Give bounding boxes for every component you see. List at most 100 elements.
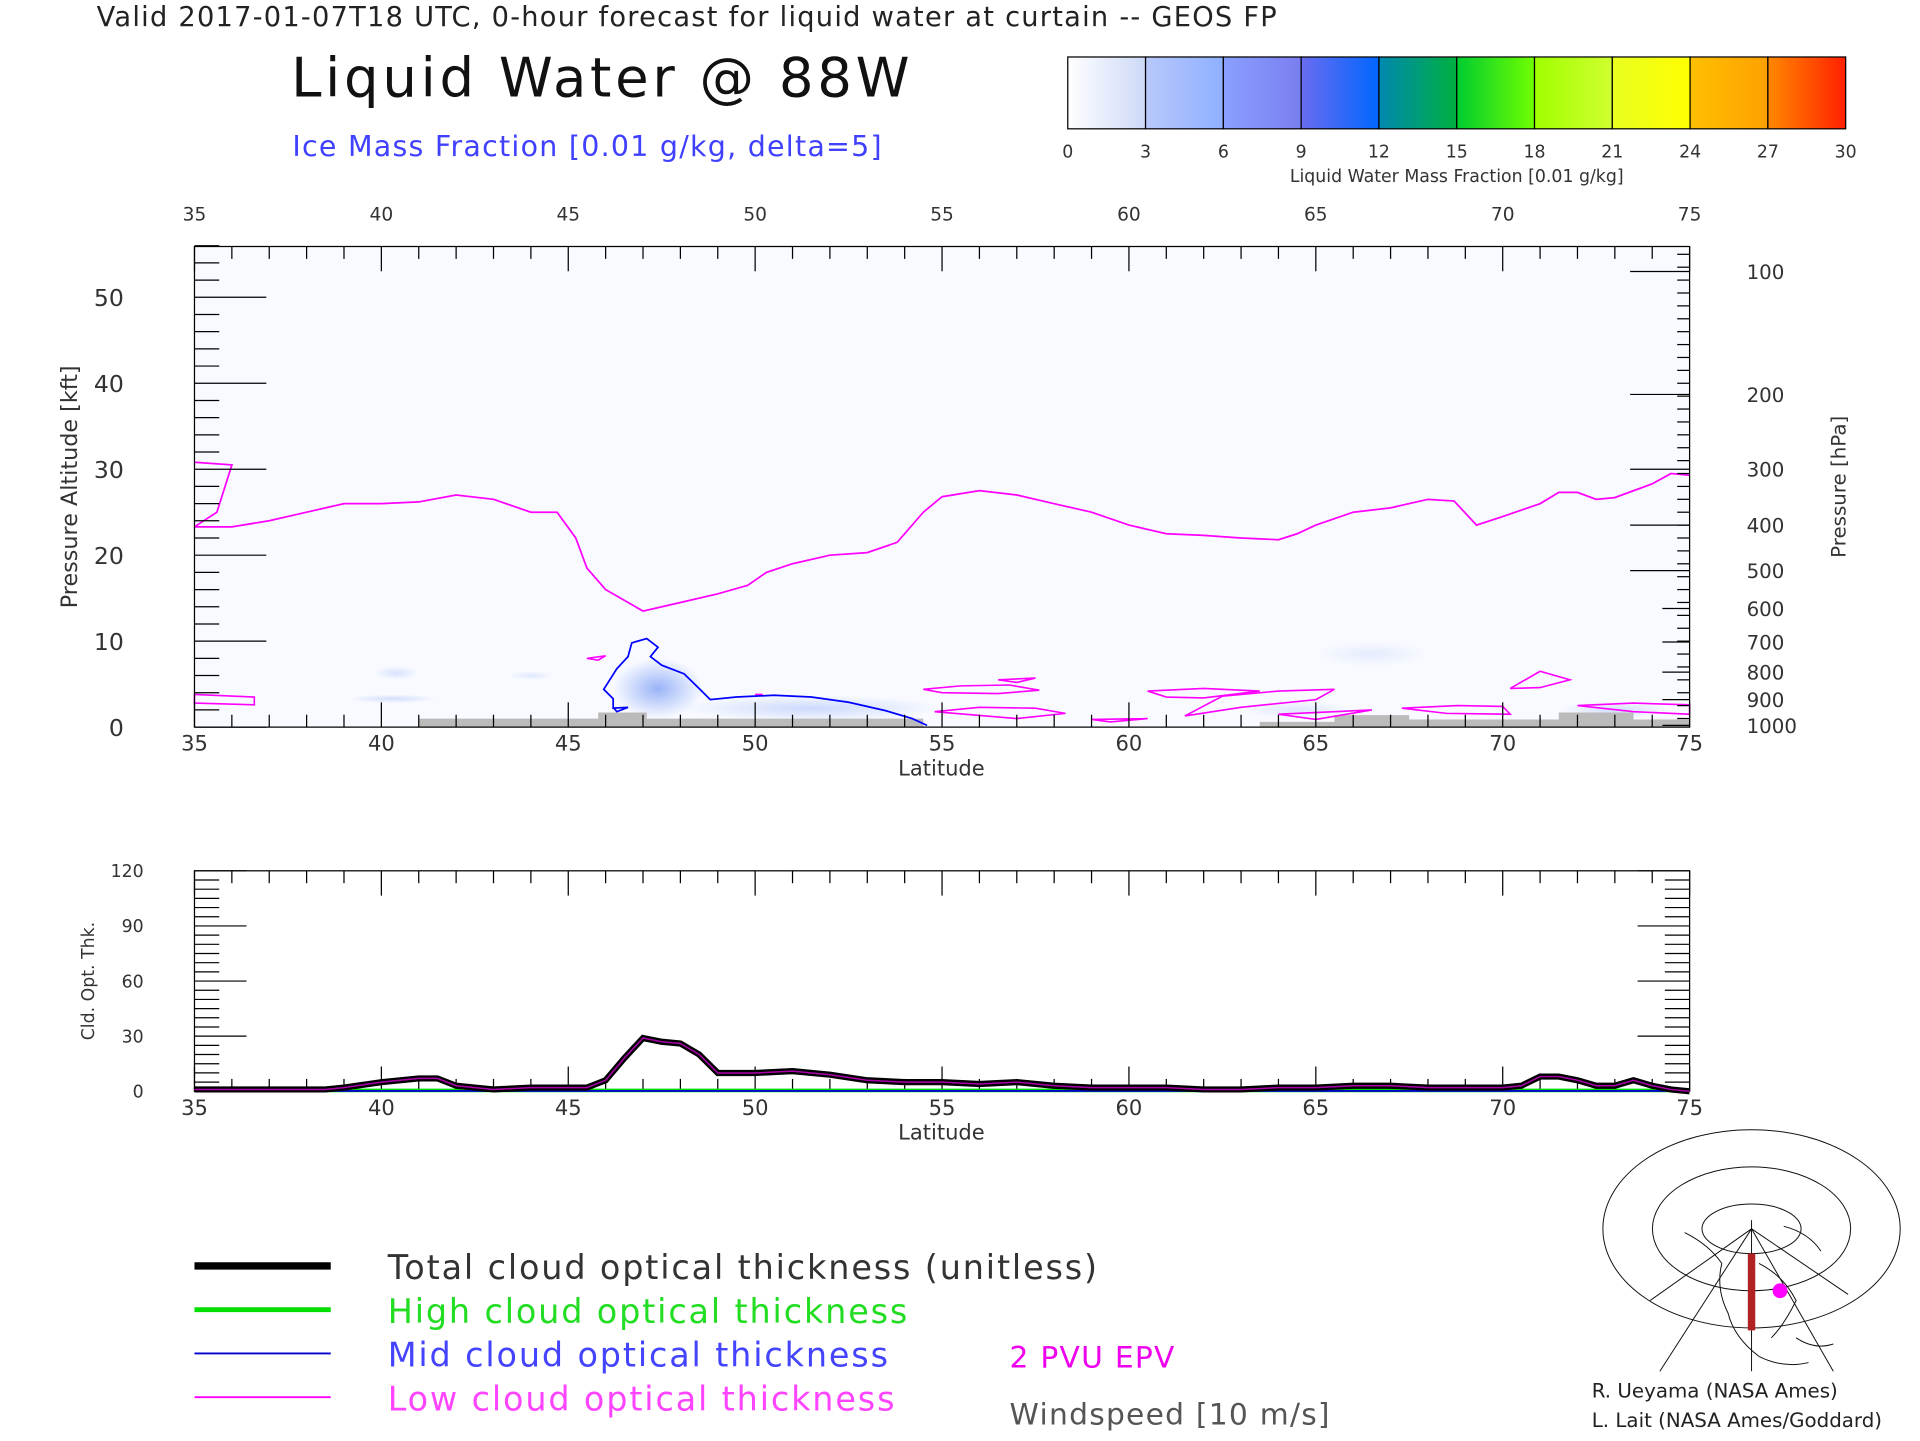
ice-mass-blob [373,666,419,680]
ice-mass-blob [508,671,554,680]
colorbar-tick-label: 6 [1218,142,1229,162]
x-tick-label: 50 [742,1095,769,1120]
x-axis-label: Latitude [898,1120,985,1145]
plot-frame [193,870,1691,1092]
x-top-tick-label: 35 [183,204,207,225]
ice-mass-blob [1241,701,1354,719]
x-tick-label: 60 [1116,731,1143,756]
colorbar-tick-label: 0 [1062,142,1073,162]
colorbar-tick-label: 21 [1601,142,1623,162]
legend-label: High cloud optical thickness [388,1292,910,1331]
colorbar-tick-label: 15 [1446,142,1468,162]
y-axis-label: Cld. Opt. Thk. [79,922,99,1041]
colorbar-box [1456,56,1536,130]
x-tick-label: 35 [181,1095,208,1120]
y-tick-label: 50 [94,284,124,312]
low-epv-contour [586,654,607,661]
y2-tick-label: 800 [1747,662,1785,685]
low-epv-contour [1184,688,1335,717]
x-tick-label: 65 [1302,1095,1329,1120]
legend: Total cloud optical thickness (unitless)… [194,1248,1099,1418]
ice-mass-contour [602,637,928,727]
colorbar-box [1067,56,1147,130]
location-map [1602,1129,1901,1372]
low-epv-contour [1147,687,1260,699]
colorbar-tick-label: 24 [1679,142,1701,162]
x-tick-label: 75 [1676,731,1703,756]
colorbar-box [1611,56,1691,130]
colorbar-tick-label: 3 [1140,142,1151,162]
x-tick-label: 40 [368,731,395,756]
legend-label: Low cloud optical thickness [388,1379,897,1418]
credit-line-2: L. Lait (NASA Ames/Goddard) [1591,1408,1883,1432]
y2-tick-label: 200 [1747,384,1785,407]
x-tick-label: 70 [1489,731,1516,756]
low-epv-contour [1401,704,1513,716]
colorbar-tick-label: 27 [1757,142,1779,162]
plot-title: Liquid Water @ 88W [291,47,914,111]
y-tick-label: 30 [94,456,124,484]
y-tick-label: 10 [94,628,124,656]
x-tick-label: 55 [929,731,956,756]
ice-mass-blob [347,694,438,704]
y2-axis-label: Pressure [hPa] [1828,416,1851,558]
low-epv-contour [998,677,1036,684]
x-top-tick-label: 40 [370,204,394,225]
y2-tick-label: 400 [1747,515,1785,538]
x-top-tick-label: 45 [556,204,580,225]
x-axis-label: Latitude [898,755,985,780]
y-tick-label: 40 [94,370,124,398]
ice-mass-blob [613,658,703,719]
y-tick-label: 60 [122,972,144,992]
optical-thickness-plot: 0 30 60 90 120 35 40 45 50 55 60 65 70 75 Latitude Cld.… [79,862,1703,1145]
x-tick-label: 40 [368,1095,395,1120]
y2-tick-label: 900 [1747,689,1785,712]
low-cloud-line [194,1037,1690,1093]
ice-mass-blob [1315,641,1429,667]
x-tick-label: 45 [555,1095,582,1120]
y2-tick-label: 1000 [1747,715,1797,738]
legend-label: Total cloud optical thickness (unitless) [387,1248,1099,1287]
x-tick-label: 50 [742,731,769,756]
legend-label: Mid cloud optical thickness [388,1336,890,1375]
colorbar-tick-label: 9 [1296,142,1307,162]
colorbar-tick-label: 12 [1368,142,1390,162]
x-tick-label: 60 [1116,1095,1143,1120]
plot-subtitle: Ice Mass Fraction [0.01 g/kg, delta=5] [292,131,883,164]
x-top-tick-label: 65 [1304,204,1328,225]
x-top-tick-label: 70 [1491,204,1515,225]
credit-line-1: R. Ueyama (NASA Ames) [1591,1378,1838,1403]
colorbar-box [1222,56,1302,130]
y2-tick-label: 600 [1747,598,1785,621]
y-tick-label: 0 [133,1082,144,1102]
colorbar-box [1300,56,1380,130]
colorbar: 0 3 6 9 12 15 18 21 24 27 30 Liquid Water Mass Frac… [1062,56,1857,187]
low-epv-contour [923,684,1040,695]
location-dot [1772,1283,1788,1299]
colorbar-box [1767,56,1847,130]
x-top-tick-label: 60 [1117,204,1141,225]
epv-label: 2 PVU EPV [1009,1340,1176,1375]
y-tick-label: 90 [122,917,144,937]
curtain-track [1747,1253,1756,1331]
colorbar-label: Liquid Water Mass Fraction [0.01 g/kg] [1290,167,1624,187]
x-top-tick-label: 55 [930,204,954,225]
colorbar-tick-label: 30 [1835,142,1857,162]
terrain [418,712,1690,728]
x-tick-label: 45 [555,731,582,756]
y-tick-label: 30 [122,1027,144,1047]
low-epv-contour [1509,670,1573,690]
x-top-tick-label: 75 [1678,204,1702,225]
y2-tick-label: 500 [1747,560,1785,583]
x-top-tick-label: 50 [743,204,767,225]
valid-line: Valid 2017-01-07T18 UTC, 0-hour forecast… [96,2,1278,34]
plot-background [194,246,1690,728]
epv-2pvu-segment [194,461,234,528]
x-tick-label: 70 [1489,1095,1516,1120]
x-tick-label: 65 [1302,731,1329,756]
main-plot: 35 35 40 40 45 45 50 50 55 55 60 60 65 65 70 70 75 75 0 10 2… [57,204,1851,780]
y-tick-label: 120 [111,862,144,882]
colorbar-box [1144,56,1224,130]
